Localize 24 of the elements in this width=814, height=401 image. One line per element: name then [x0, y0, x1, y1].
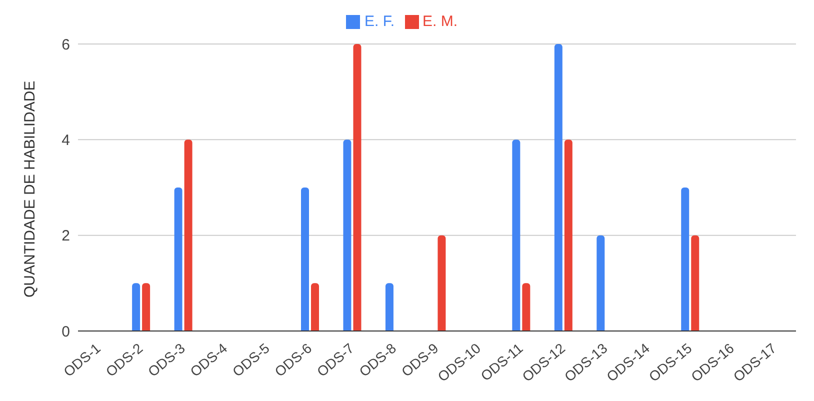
y-tick-label: 2: [62, 228, 70, 245]
bar: [522, 283, 530, 331]
bar: [596, 235, 605, 331]
legend-label: E. F.: [364, 13, 394, 30]
y-axis-title: QUANTIDADE DE HABILIDADE: [21, 80, 38, 298]
bar: [353, 44, 362, 331]
y-tick-label: 0: [62, 323, 70, 340]
y-tick-label: 4: [62, 132, 70, 149]
bar: [681, 188, 690, 331]
y-tick-label: 6: [62, 36, 70, 54]
bar: [564, 140, 572, 331]
bar: [132, 283, 140, 331]
bar: [184, 140, 192, 331]
bar: [691, 235, 700, 331]
legend-label: E. M.: [422, 13, 458, 30]
bar: [385, 283, 394, 331]
bar: [142, 283, 150, 331]
bar: [512, 140, 520, 331]
bar: [174, 188, 182, 331]
bar: [343, 140, 352, 331]
bar: [438, 235, 446, 331]
bar: [301, 188, 309, 331]
bar: [311, 283, 319, 331]
bar: [554, 44, 562, 331]
